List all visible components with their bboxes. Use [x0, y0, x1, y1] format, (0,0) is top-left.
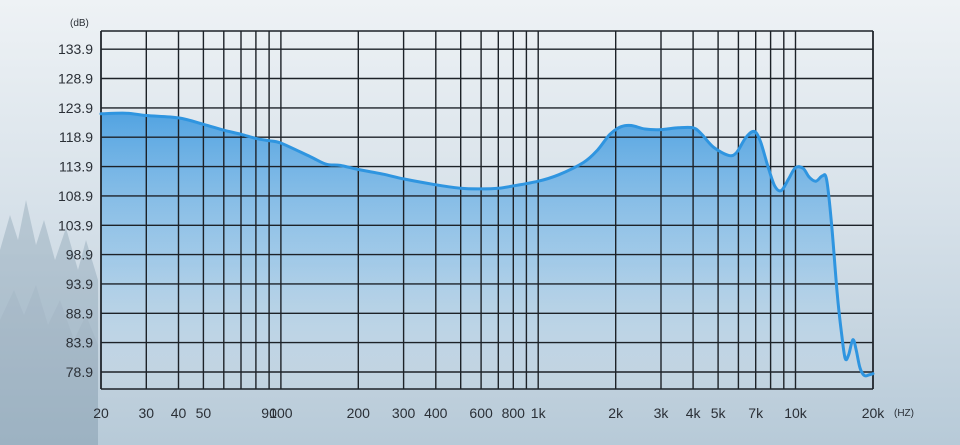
y-tick-label: 93.9	[66, 276, 93, 292]
y-tick-label: 108.9	[58, 188, 93, 204]
x-tick-label: 10k	[784, 405, 808, 421]
y-tick-label: 113.9	[59, 159, 93, 175]
y-tick-label: 78.9	[66, 364, 93, 380]
x-tick-label: 90	[261, 405, 277, 421]
x-tick-label: 30	[139, 405, 155, 421]
y-tick-label: 98.9	[66, 247, 93, 263]
x-tick-label: 50	[196, 405, 212, 421]
x-tick-label: 400	[424, 405, 448, 421]
y-tick-label: 133.9	[58, 41, 93, 57]
x-tick-label: 20k	[862, 405, 886, 421]
y-tick-label: 83.9	[66, 335, 93, 351]
x-tick-label: 4k	[686, 405, 702, 421]
x-tick-label: 100	[269, 405, 293, 421]
grid	[100, 30, 874, 390]
x-tick-label: 600	[469, 405, 493, 421]
x-unit-label: (HZ)	[894, 408, 914, 419]
x-tick-label: 200	[347, 405, 371, 421]
series-line	[99, 111, 875, 378]
x-tick-label: 800	[502, 405, 526, 421]
series-area-fill	[101, 113, 873, 390]
x-tick-label: 40	[171, 405, 187, 421]
y-tick-label: 103.9	[58, 217, 93, 233]
y-unit-label: (dB)	[70, 18, 89, 29]
x-tick-label: 1k	[531, 405, 547, 421]
y-tick-label: 88.9	[66, 305, 93, 321]
x-tick-label: 7k	[748, 405, 764, 421]
y-tick-label: 123.9	[58, 100, 93, 116]
y-tick-label: 128.9	[58, 71, 93, 87]
x-tick-label: 300	[392, 405, 416, 421]
x-tick-label: 5k	[711, 405, 727, 421]
x-tick-label: 3k	[654, 405, 670, 421]
forest-silhouette	[0, 200, 98, 445]
x-tick-label: 20	[93, 405, 109, 421]
y-tick-label: 118.9	[59, 129, 93, 145]
x-tick-label: 2k	[608, 405, 624, 421]
